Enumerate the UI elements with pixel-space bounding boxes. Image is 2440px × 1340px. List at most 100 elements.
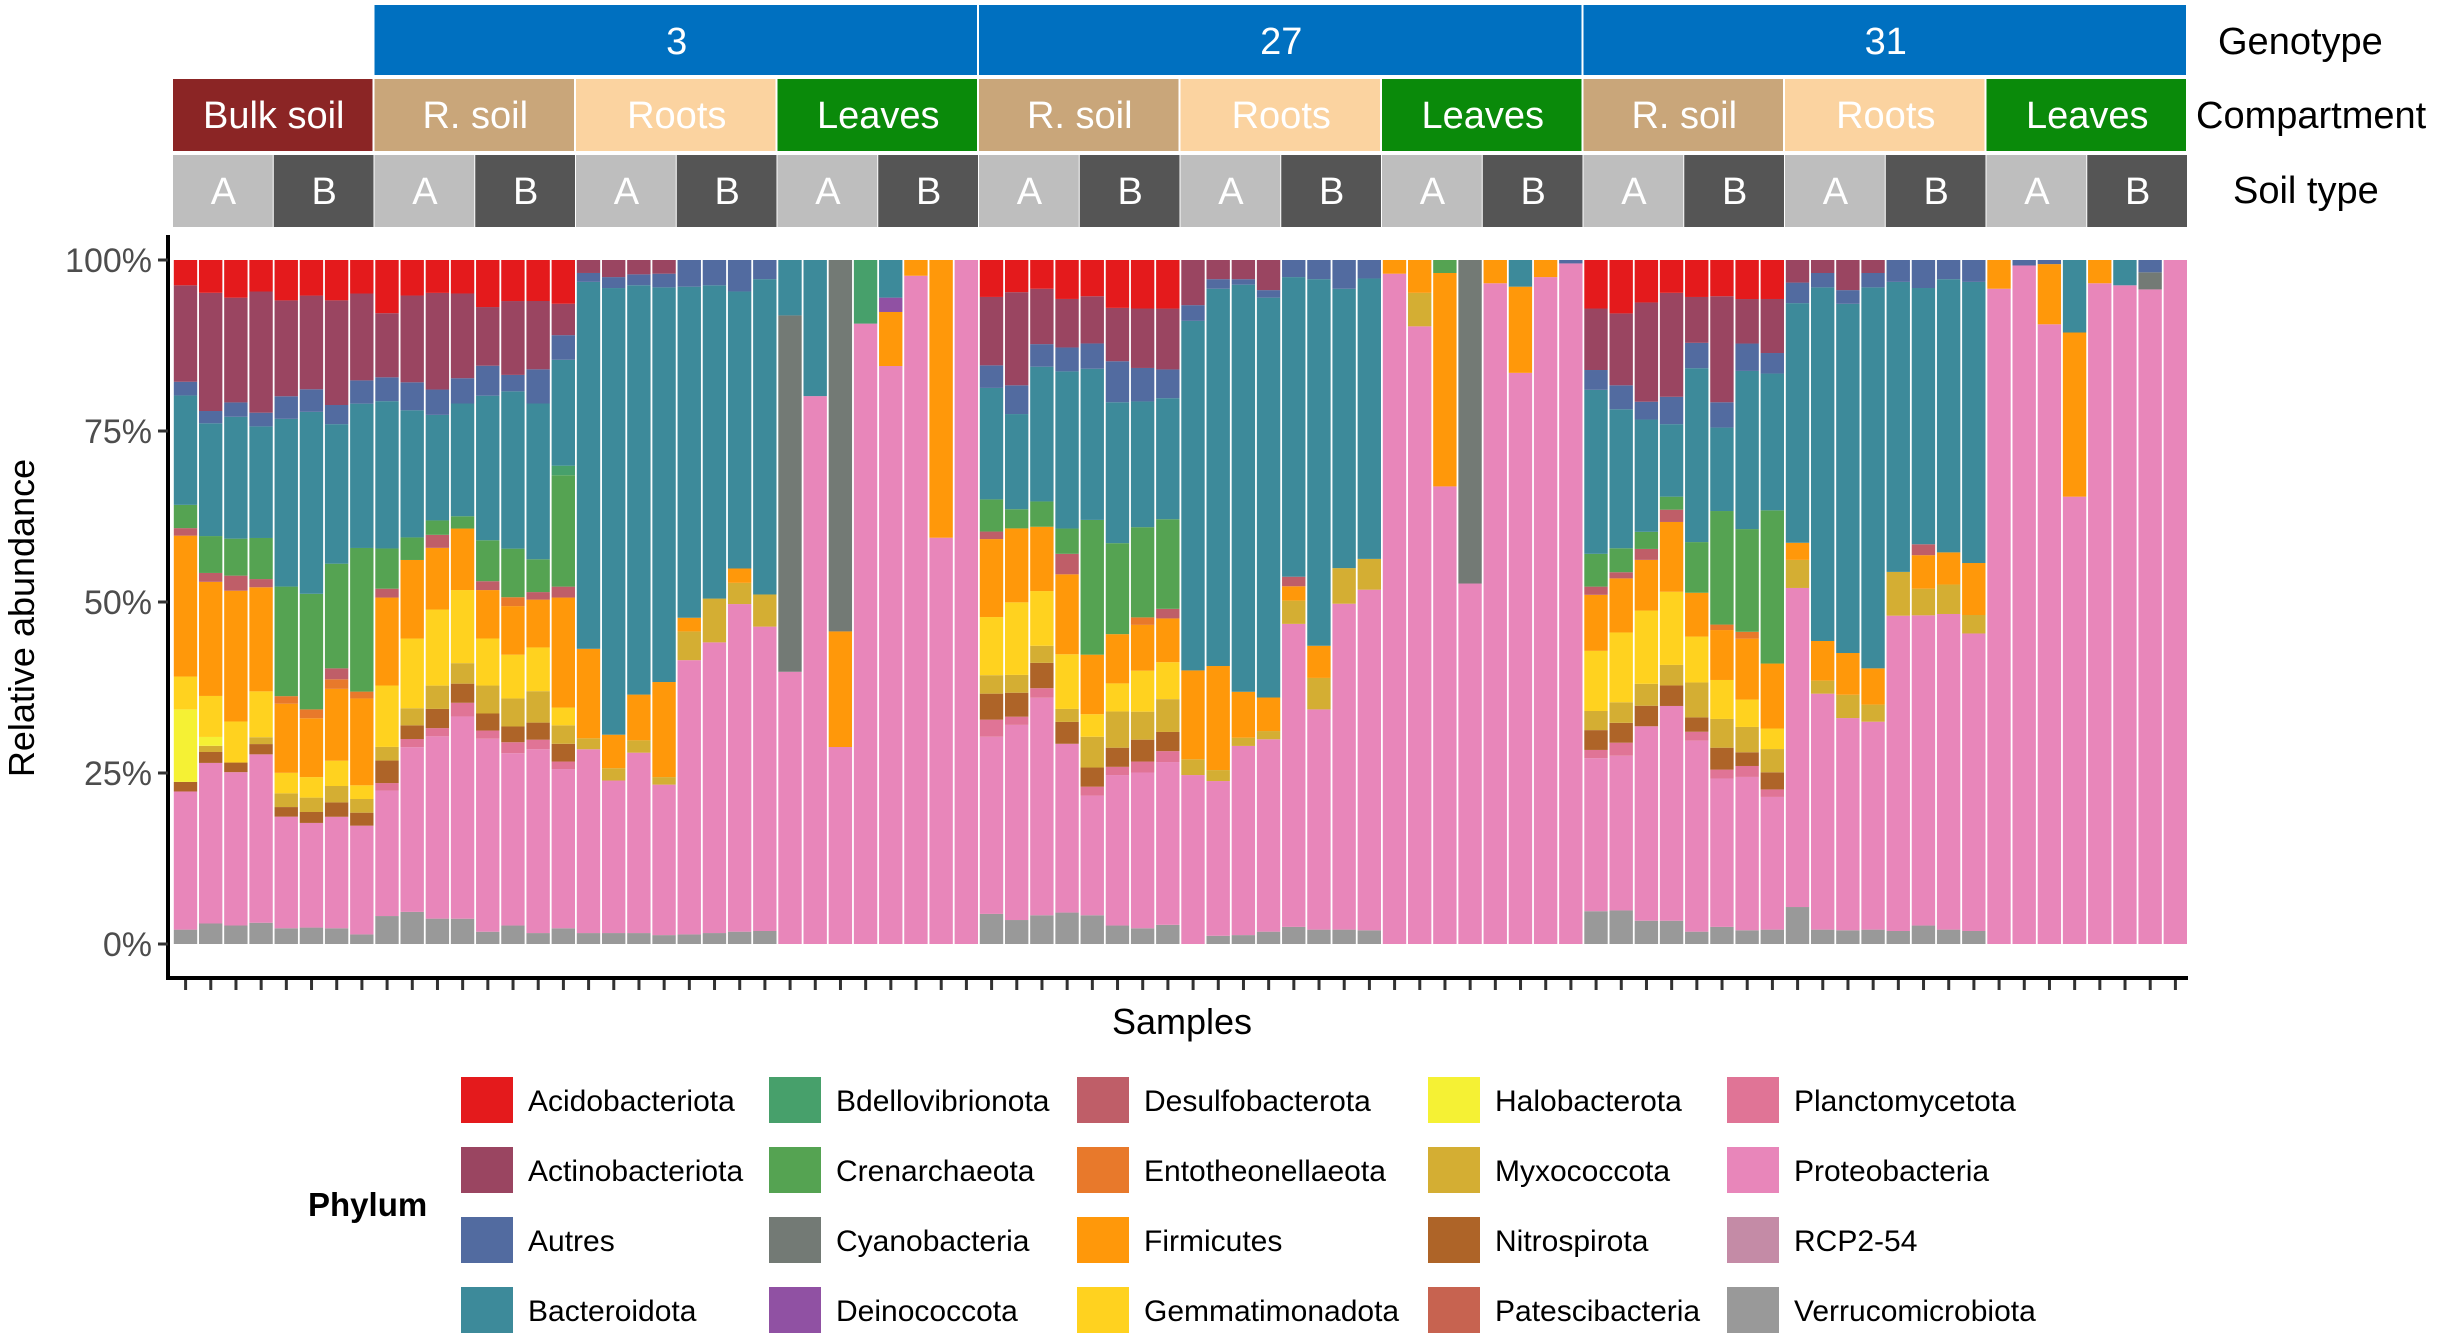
bar-segment-actinobacteriota [1609,313,1633,386]
bar-segment-firmicutes [576,648,601,739]
bar-segment-verrucomicrobiota [375,916,399,944]
bar-segment-bacteroidota [879,260,903,298]
bar-segment-firmicutes [652,682,676,778]
bar-segment-proteobacteria [551,769,575,929]
bar-segment-proteobacteria [1282,623,1306,927]
bar-segment-firmicutes [1382,260,1407,274]
bar-segment-actinobacteriota [652,260,676,274]
bar-segment-autres [2037,260,2062,265]
bar-segment-proteobacteria [450,716,475,919]
bar-segment-actinobacteriota [551,303,575,336]
legend-swatch [769,1147,821,1193]
legend-swatch [1077,1287,1129,1333]
bar-segment-autres [425,389,450,415]
legend-item: Patescibacteria [1428,1287,1700,1333]
sample-bar [1533,260,1558,945]
bar-segment-autres [1307,260,1331,280]
bar-segment-firmicutes [1735,638,1759,700]
bar-segment-proteobacteria [1987,288,2011,944]
sample-bar [1004,260,1029,944]
bar-segment-actinobacteriota [1659,292,1684,397]
compartment-header-box [1583,79,1783,151]
bar-segment-acidobacteriota [1030,260,1054,289]
soil-type-row-title: Soil type [2233,170,2379,212]
legend-swatch [1727,1287,1779,1333]
bar-segment-firmicutes [1810,640,1835,681]
bar-segment-actinobacteriota [400,295,424,383]
bar-segment-myxococcota [652,777,676,785]
x-axis-label: Samples [1112,1001,1252,1042]
bar-segment-firmicutes [1609,578,1633,633]
bar-segment-verrucomicrobiota [400,911,424,944]
bar-segment-acidobacteriota [198,260,223,293]
bar-segment-entotheonellaeota [1130,617,1155,625]
bar-segment-cyanobacteria [828,260,853,632]
bar-segment-acidobacteriota [1634,260,1659,303]
bar-segment-firmicutes [1785,542,1810,560]
bar-segment-proteobacteria [853,323,878,944]
bar-segment-acidobacteriota [1710,260,1734,297]
sample-bar [1710,260,1734,944]
bar-segment-verrucomicrobiota [1760,929,1784,944]
bar-segment-bacteroidota [249,426,273,538]
sample-bar [1760,260,1784,944]
bar-segment-bacteroidota [652,287,676,683]
compartment-header-box [777,79,977,151]
legend-swatch [461,1217,513,1263]
soil-type-header-box [1079,155,1180,227]
bar-segment-proteobacteria [1483,283,1507,945]
bar-segment-autres [1206,279,1230,289]
sample-bar [425,260,450,944]
bar-segment-firmicutes [1659,521,1684,592]
bar-segment-myxococcota [576,738,601,750]
compartment-header-box [1785,79,1985,151]
soil-type-header-box [979,155,1079,227]
bar-segment-proteobacteria [425,736,450,919]
bar-segment-gemmatimonadota [1030,591,1054,646]
legend-item: Cyanobacteria [769,1217,1030,1263]
bar-segment-proteobacteria [1433,486,1457,944]
bar-segment-bacteroidota [1810,287,1835,641]
bar-segment-verrucomicrobiota [450,918,475,944]
sample-bar [1181,260,1205,944]
bar-segment-myxococcota [1785,559,1810,588]
bar-segment-desulfobacterota [1156,608,1180,619]
bar-segment-planctomycetota [501,742,525,754]
bar-segment-autres [1004,385,1029,415]
bar-segment-nitrospirota [224,762,248,773]
y-tick-label: 25% [84,755,152,793]
bar-segment-bacteroidota [1332,288,1356,569]
bar-segment-desulfobacterota [1911,544,1936,556]
bar-segment-verrucomicrobiota [1105,925,1130,944]
bar-segment-autres [1785,282,1810,304]
sample-bar [2062,260,2087,944]
bar-segment-bacteroidota [1080,368,1104,520]
bar-segment-firmicutes [1307,645,1331,678]
bar-segment-verrucomicrobiota [1206,935,1230,944]
bar-segment-proteobacteria [274,816,298,929]
bar-segment-myxococcota [1659,664,1684,686]
bar-segment-autres [1962,260,1986,282]
legend-swatch [1727,1147,1779,1193]
bar-segment-firmicutes [173,535,198,677]
bar-segment-bacteroidota [1004,414,1029,510]
bar-segment-myxococcota [1861,704,1885,722]
bar-segment-gemmatimonadota [324,760,349,786]
legend-item: Actinobacteriota [461,1147,743,1193]
bar-segment-autres [1030,344,1054,367]
bar-segment-firmicutes [677,617,701,632]
sample-bar [652,260,676,944]
bar-segment-firmicutes [879,311,903,367]
bar-segment-actinobacteriota [224,297,248,403]
bar-segment-firmicutes [1080,654,1104,715]
bar-segment-entotheonellaeota [1735,631,1759,639]
bar-segment-crenarchaeota [476,540,500,582]
bar-segment-proteobacteria [299,822,324,928]
bar-segment-myxococcota [1004,674,1029,693]
bar-segment-proteobacteria [1735,776,1759,931]
soil-type-header-box [1583,155,1684,227]
sample-bar [803,260,827,945]
bar-segment-proteobacteria [1004,724,1029,921]
compartment-label: Roots [1836,95,1935,137]
bar-segment-myxococcota [727,582,752,605]
